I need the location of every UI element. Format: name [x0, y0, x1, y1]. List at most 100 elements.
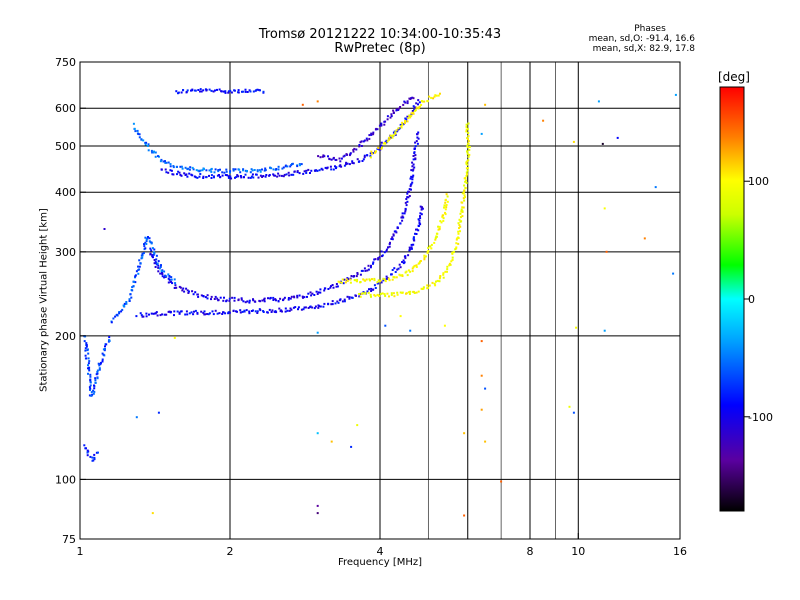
echo-point: [466, 152, 469, 155]
echo-point: [147, 149, 150, 152]
echo-point: [283, 296, 286, 299]
echo-point: [219, 296, 222, 299]
echo-point: [380, 124, 383, 126]
scatter-point: [575, 326, 578, 329]
echo-point: [145, 312, 148, 315]
echo-point: [436, 279, 439, 282]
echo-point: [274, 298, 277, 301]
echo-point: [178, 312, 181, 315]
echo-point: [390, 113, 393, 116]
echo-point: [167, 281, 170, 284]
echo-point: [468, 146, 471, 148]
echo-point: [413, 292, 416, 294]
echo-point: [153, 259, 156, 261]
echo-point: [253, 169, 256, 171]
echo-point: [158, 267, 161, 270]
scatter-point: [616, 136, 619, 139]
echo-point: [330, 303, 333, 306]
echo-point: [246, 91, 249, 93]
echo-point: [270, 167, 273, 170]
echo-point: [227, 311, 230, 314]
echo-point: [406, 115, 409, 118]
echo-point: [294, 306, 297, 309]
echo-point: [244, 173, 247, 176]
echo-point: [180, 165, 183, 168]
echo-point: [252, 176, 255, 179]
echo-point: [345, 163, 347, 166]
echo-point: [467, 122, 470, 125]
echo-point: [311, 306, 314, 309]
echo-point: [317, 291, 320, 294]
echo-point: [145, 238, 148, 241]
echo-point: [379, 292, 382, 295]
echo-point: [371, 152, 374, 155]
echo-point: [323, 289, 326, 292]
echo-point: [432, 97, 435, 100]
echo-point: [395, 129, 398, 132]
echo-point: [144, 236, 147, 239]
echo-point: [391, 134, 394, 137]
echo-point: [90, 391, 93, 394]
echo-point: [256, 310, 259, 313]
echo-point: [381, 254, 384, 257]
echo-point: [427, 250, 430, 252]
echo-point: [185, 310, 188, 313]
echo-point: [167, 273, 170, 276]
echo-point: [229, 175, 232, 178]
echo-point: [188, 290, 190, 293]
echo-point: [431, 281, 434, 284]
echo-point: [258, 169, 261, 172]
echo-point: [169, 169, 172, 172]
echo-point: [445, 193, 448, 196]
data-layer: [83, 88, 677, 517]
echo-point: [439, 220, 442, 223]
echo-point: [290, 308, 293, 311]
echo-point: [378, 256, 381, 259]
y-tick-label: 400: [55, 186, 76, 199]
echo-point: [321, 168, 324, 171]
echo-point: [466, 167, 469, 169]
echo-point: [413, 264, 416, 267]
echo-point: [86, 449, 89, 452]
echo-point: [204, 313, 207, 316]
echo-point: [394, 131, 397, 134]
echo-point: [206, 294, 209, 297]
echo-point: [391, 269, 394, 271]
echo-point: [256, 169, 259, 172]
echo-point: [370, 295, 372, 298]
echo-point: [141, 256, 144, 259]
echo-point: [402, 216, 405, 219]
echo-point: [205, 88, 208, 91]
echo-point: [332, 168, 335, 171]
echo-point: [347, 278, 350, 281]
echo-point: [241, 90, 243, 93]
echo-point: [297, 306, 300, 309]
echo-point: [317, 306, 320, 309]
echo-point: [459, 230, 461, 233]
echo-point: [138, 136, 141, 139]
echo-point: [327, 288, 330, 290]
echo-point: [426, 284, 429, 287]
echo-point: [284, 307, 287, 310]
echo-point: [123, 305, 126, 307]
echo-point: [381, 292, 384, 295]
echo-point: [291, 162, 294, 165]
echo-point: [442, 214, 444, 217]
echo-point: [343, 300, 346, 303]
echo-point: [206, 313, 209, 315]
echo-point: [388, 295, 390, 298]
echo-point: [210, 89, 213, 92]
echo-point: [236, 174, 239, 177]
echo-point: [103, 354, 106, 357]
echo-point: [466, 127, 469, 130]
echo-point: [224, 90, 227, 93]
echo-point: [310, 294, 313, 297]
echo-point: [408, 114, 411, 117]
echo-point: [411, 270, 414, 273]
plot-frame: [79, 61, 681, 540]
scatter-point: [484, 440, 487, 443]
echo-point: [442, 276, 445, 279]
echo-point: [460, 210, 463, 213]
echo-point: [231, 296, 234, 299]
echo-point: [337, 280, 340, 283]
